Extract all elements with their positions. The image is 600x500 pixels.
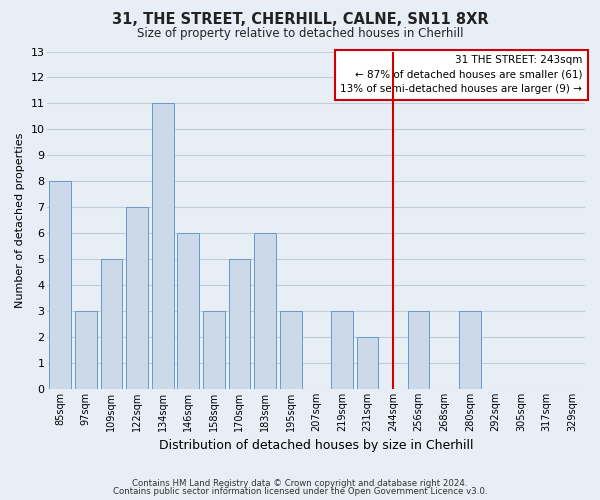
Bar: [229, 259, 250, 389]
Bar: [331, 311, 353, 389]
Y-axis label: Number of detached properties: Number of detached properties: [15, 132, 25, 308]
Bar: [356, 337, 379, 389]
Text: 31, THE STREET, CHERHILL, CALNE, SN11 8XR: 31, THE STREET, CHERHILL, CALNE, SN11 8X…: [112, 12, 488, 28]
Text: Contains public sector information licensed under the Open Government Licence v3: Contains public sector information licen…: [113, 487, 487, 496]
X-axis label: Distribution of detached houses by size in Cherhill: Distribution of detached houses by size …: [159, 440, 473, 452]
Bar: [203, 311, 225, 389]
Bar: [49, 182, 71, 389]
Bar: [152, 104, 173, 389]
Bar: [178, 233, 199, 389]
Text: Size of property relative to detached houses in Cherhill: Size of property relative to detached ho…: [137, 28, 463, 40]
Bar: [254, 233, 276, 389]
Bar: [459, 311, 481, 389]
Bar: [280, 311, 302, 389]
Bar: [408, 311, 430, 389]
Bar: [75, 311, 97, 389]
Bar: [101, 259, 122, 389]
Bar: [126, 208, 148, 389]
Text: 31 THE STREET: 243sqm
← 87% of detached houses are smaller (61)
13% of semi-deta: 31 THE STREET: 243sqm ← 87% of detached …: [340, 55, 583, 94]
Text: Contains HM Land Registry data © Crown copyright and database right 2024.: Contains HM Land Registry data © Crown c…: [132, 478, 468, 488]
